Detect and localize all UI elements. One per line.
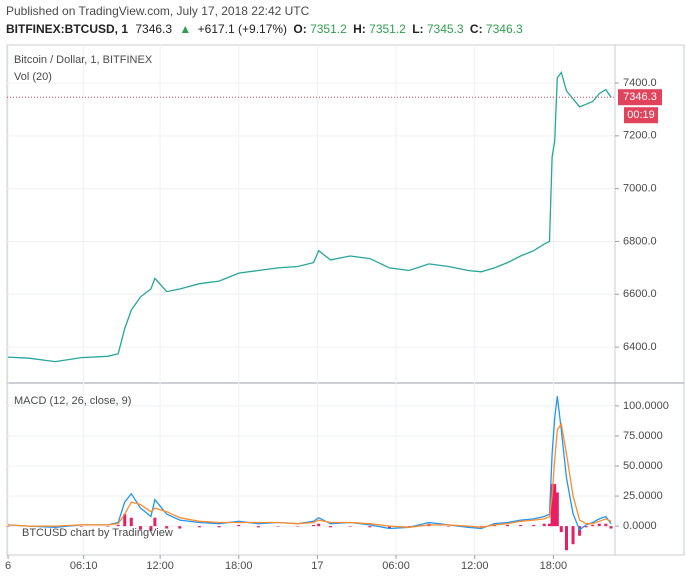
histogram-bar [447,526,451,527]
y-tick-label: 7200.0 [623,130,657,142]
histogram-bar [555,492,559,527]
frame [6,44,685,556]
published: Published on TradingView.com, July 17, 2… [6,4,310,18]
last-price-label: 7346.3 [623,91,657,103]
histogram-bar [123,514,127,527]
price-line [7,71,612,363]
histogram-bar [542,523,546,527]
histogram-bar [317,523,321,527]
histogram-bar [256,526,260,528]
last-price-box [618,89,662,106]
countdown-label: 00:19 [627,109,655,121]
histogram-bar [597,523,601,527]
histogram-bar [578,526,582,536]
countdown-box [624,107,658,124]
histogram-bar [197,526,201,528]
histogram-bar [571,526,575,545]
x-tick-label: 17 [311,560,323,572]
y-tick-label: 50.0000 [623,460,663,472]
histogram-bar [559,526,563,533]
o-label: O: [293,22,306,36]
y-tick-label: 100.0000 [623,400,669,412]
histogram-bar [217,526,221,528]
x-tick-label: 12:00 [461,560,489,572]
change: +617.1 (+9.17%) [198,22,287,36]
y-tick-label: 7400.0 [623,77,657,89]
histogram-bar [149,526,153,531]
histogram-bar [591,524,595,527]
price-title: Bitcoin / Dollar, 1, BITFINEX [14,54,153,66]
header: Published on TradingView.com, July 17, 2… [6,4,523,36]
histogram-bar [329,526,333,528]
histogram-bar [138,526,142,530]
macd-line [7,422,612,528]
histogram-bar [129,517,133,527]
watermark: BTCUSD chart by TradingView [22,527,173,539]
x-tick-label: 6 [5,560,11,572]
histogram-bar [165,526,169,529]
histogram-bar [276,526,280,527]
y-tick-label: 6600.0 [623,288,657,300]
histogram-bar [237,524,241,527]
histogram-bar [550,484,554,527]
histogram-bar [178,526,182,529]
y-tick-label: 7000.0 [623,183,657,195]
low: 7345.3 [427,22,464,36]
x-tick-label: 18:00 [225,560,253,572]
last: 7346.3 [135,22,172,36]
histogram-bar [296,526,300,527]
histogram-bar [609,526,613,529]
histogram-bar [79,526,83,527]
x-tick-label: 06:00 [382,560,410,572]
y-tick-label: 75.0000 [623,430,663,442]
open: 7351.2 [310,22,347,36]
histogram-bar [604,523,608,527]
histogram-bar [547,523,551,527]
close: 7346.3 [486,22,523,36]
y-tick-label: 6800.0 [623,235,657,247]
y-tick-label: 25.0000 [623,490,663,502]
histogram-bar [6,526,10,527]
x-tick-label: 06:10 [70,560,98,572]
histogram-bar [564,526,568,551]
histogram-bar [532,524,536,527]
histogram-bar [553,484,557,527]
histogram-bar [106,526,110,527]
x-tick-label: 12:00 [146,560,174,572]
histogram-bar [311,524,315,527]
histogram-bar [388,526,392,529]
high: 7351.2 [369,22,406,36]
histogram-bar [584,526,588,528]
histogram-bar [506,524,510,527]
y-tick-label: 0.0000 [623,520,657,532]
arrow: ▲ [179,22,191,36]
histogram-bar [153,517,157,527]
symbol-line: BITFINEX:BTCUSD, 1 7346.3 ▲ +617.1 (+9.1… [6,22,523,36]
histogram-bar [407,526,411,527]
y-tick-label: 6400.0 [623,341,657,353]
histogram-bar [348,526,352,527]
histogram-bar [519,524,523,527]
symbol: BITFINEX:BTCUSD, 1 [6,22,128,36]
macd-title: MACD (12, 26, close, 9) [14,395,131,407]
histogram-bar [368,526,372,528]
macd-line [7,396,612,531]
l-label: L: [412,22,423,36]
vol-title: Vol (20) [14,71,52,83]
h-label: H: [353,22,366,36]
c-label: C: [470,22,483,36]
marks: 6 06:10 12:00 18:00 17 06:00 12:00 18:00 6400.0 6… [5,45,669,572]
histogram-bar [116,524,120,527]
x-tick-label: 18:00 [540,560,568,572]
